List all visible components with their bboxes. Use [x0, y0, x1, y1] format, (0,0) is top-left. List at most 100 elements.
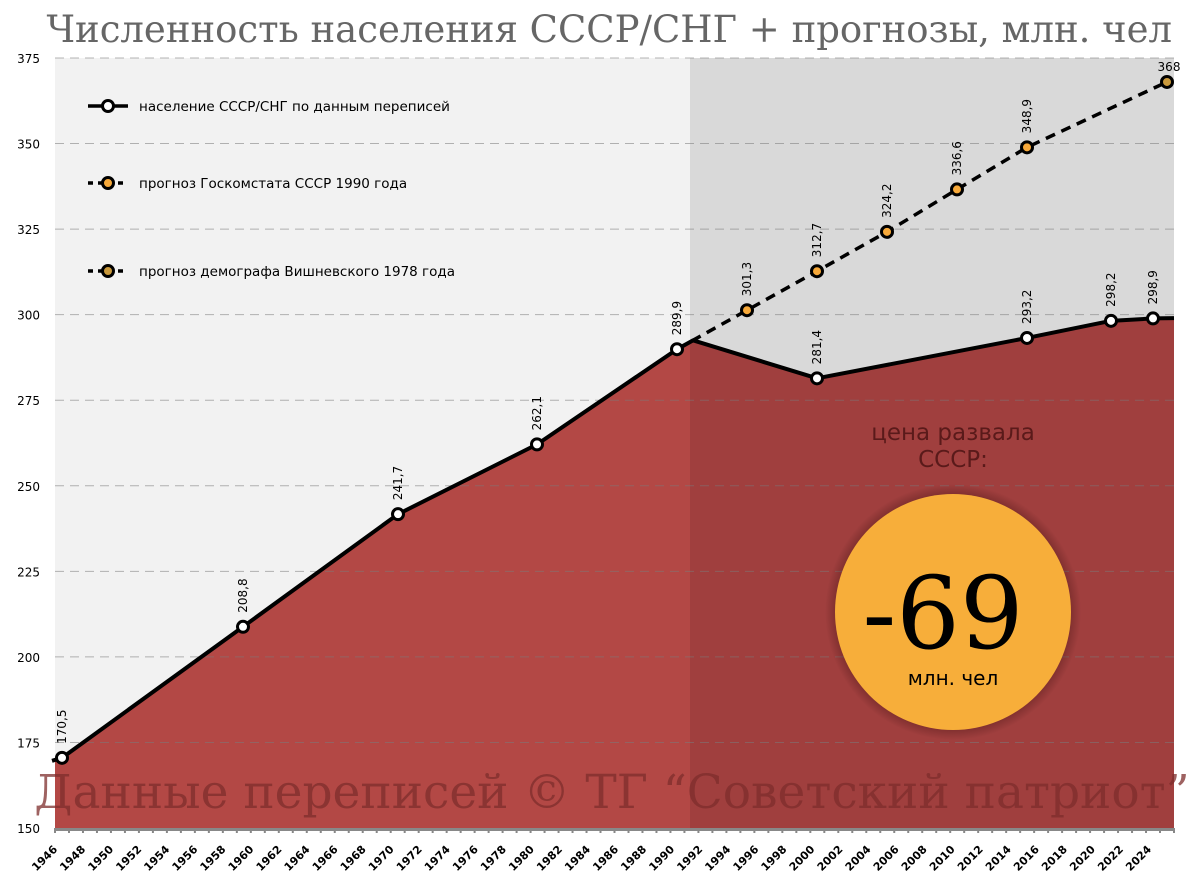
x-tick-label: 1968 [338, 843, 369, 874]
x-tick-label: 2018 [1039, 843, 1070, 874]
census-marker [530, 437, 544, 452]
data-label: 348,9 [1020, 99, 1034, 133]
census-line [51, 316, 1175, 763]
chart-title: Численность населения СССР/СНГ + прогноз… [46, 8, 1172, 51]
x-tick-label: 1964 [282, 843, 313, 874]
x-tick-label: 1950 [85, 843, 116, 874]
callout-unit: млн. чел [908, 666, 999, 690]
data-label: 262,1 [530, 396, 544, 430]
gridlines [55, 57, 1174, 743]
y-tick-label: 150 [17, 822, 40, 836]
x-tick-label: 1984 [562, 843, 593, 874]
goskomstat-marker [740, 303, 754, 318]
legend-item-vishnevsky: прогноз демографа Вишневского 1978 года [88, 264, 455, 280]
white-marker-icon [101, 99, 115, 113]
gold-marker-icon [101, 264, 115, 278]
x-tick-label: 2006 [871, 843, 902, 874]
y-tick-label: 350 [17, 138, 40, 152]
watermark: Данные переписей © ТГ “Советский патриот… [34, 765, 1189, 820]
y-tick-label: 200 [17, 651, 40, 665]
legend-label-goskomstat: прогноз Госкомстата СССР 1990 года [139, 176, 407, 192]
data-label: 170,5 [55, 709, 69, 743]
x-tick-label: 2004 [843, 843, 874, 874]
x-tick-label: 1990 [646, 843, 677, 874]
x-tick-label: 1960 [226, 843, 257, 874]
callout-heading-line2: СССР: [918, 447, 988, 473]
x-tick-label: 2016 [1011, 843, 1042, 874]
x-tick-label: 1986 [590, 843, 621, 874]
x-tick-label: 1970 [366, 843, 397, 874]
y-tick-label: 275 [17, 394, 40, 408]
x-tick-label: 2014 [983, 843, 1014, 874]
census-marker [1020, 330, 1034, 345]
x-tick-label: 2010 [927, 843, 958, 874]
x-tick-label: 1992 [674, 843, 705, 874]
x-axis: 1946194819501952195419561958196019621964… [29, 828, 1175, 874]
data-label: 241,7 [391, 466, 405, 500]
area-ussr [55, 342, 690, 828]
series-lines: 170,5 208,8 241,7 262,1 289,9 281,4 293,2 298,2… [51, 60, 1181, 765]
x-tick-label: 1996 [731, 843, 762, 874]
x-tick-label: 1956 [170, 843, 201, 874]
x-tick-label: 1958 [198, 843, 229, 874]
x-tick-label: 1972 [394, 843, 425, 874]
y-tick-label: 175 [17, 736, 40, 750]
data-label: 298,2 [1104, 272, 1118, 306]
census-marker [1104, 313, 1118, 328]
legend: население СССР/СНГ по данным переписей п… [88, 99, 455, 280]
data-label: 324,2 [880, 183, 894, 217]
y-tick-label: 250 [17, 480, 40, 494]
orange-marker-icon [101, 176, 115, 190]
goskomstat-marker [880, 224, 894, 239]
callout-circle [835, 494, 1071, 730]
data-label: 312,7 [810, 223, 824, 257]
x-tick-label: 1988 [618, 843, 649, 874]
y-axis: 150 175 200 225 250 275 300 325 350 375 [17, 52, 40, 836]
x-tick-label: 2008 [899, 843, 930, 874]
goskomstat-marker [950, 182, 964, 197]
data-label: 336,6 [950, 141, 964, 175]
x-tick-label: 1954 [141, 843, 172, 874]
x-tick-label: 2002 [815, 843, 846, 874]
y-tick-label: 375 [17, 52, 40, 66]
y-tick-label: 225 [17, 565, 40, 579]
x-tick-label: 1980 [506, 843, 537, 874]
x-tick-label: 1982 [534, 843, 565, 874]
x-tick-label: 2000 [787, 843, 818, 874]
x-tick-label: 1962 [254, 843, 285, 874]
census-marker [391, 507, 405, 522]
x-tick-label: 1948 [57, 843, 88, 874]
data-label: 289,9 [670, 301, 684, 335]
goskomstat-marker [1020, 140, 1034, 155]
x-tick-label: 1966 [310, 843, 341, 874]
x-tick-label: 2012 [955, 843, 986, 874]
census-marker [1146, 311, 1160, 326]
x-tick-label: 1946 [29, 843, 60, 874]
data-label: 298,9 [1146, 270, 1160, 304]
data-label: 281,4 [810, 330, 824, 364]
census-marker [810, 371, 824, 386]
data-label: 208,8 [236, 578, 250, 612]
x-tick-label: 1976 [450, 843, 481, 874]
x-tick-label: 2020 [1067, 843, 1098, 874]
x-tick-label: 1978 [478, 843, 509, 874]
data-label: 301,3 [740, 262, 754, 296]
data-label: 368 [1158, 60, 1181, 74]
legend-item-census: население СССР/СНГ по данным переписей [88, 99, 450, 115]
y-tick-label: 325 [17, 223, 40, 237]
legend-item-goskomstat: прогноз Госкомстата СССР 1990 года [88, 176, 407, 192]
callout-value: -69 [862, 555, 1023, 672]
x-tick-label: 1998 [759, 843, 790, 874]
x-tick-label: 2022 [1095, 843, 1126, 874]
data-label: 293,2 [1020, 290, 1034, 324]
legend-label-census: население СССР/СНГ по данным переписей [139, 99, 450, 115]
legend-label-vishnevsky: прогноз демографа Вишневского 1978 года [139, 264, 455, 280]
x-tick-label: 1994 [702, 843, 733, 874]
y-tick-label: 300 [17, 309, 40, 323]
callout-heading-line1: цена развала [871, 420, 1035, 446]
vishnevsky-marker [1160, 74, 1174, 89]
census-marker [55, 750, 69, 765]
census-marker [670, 342, 684, 357]
x-tick-label: 2024 [1123, 843, 1154, 874]
